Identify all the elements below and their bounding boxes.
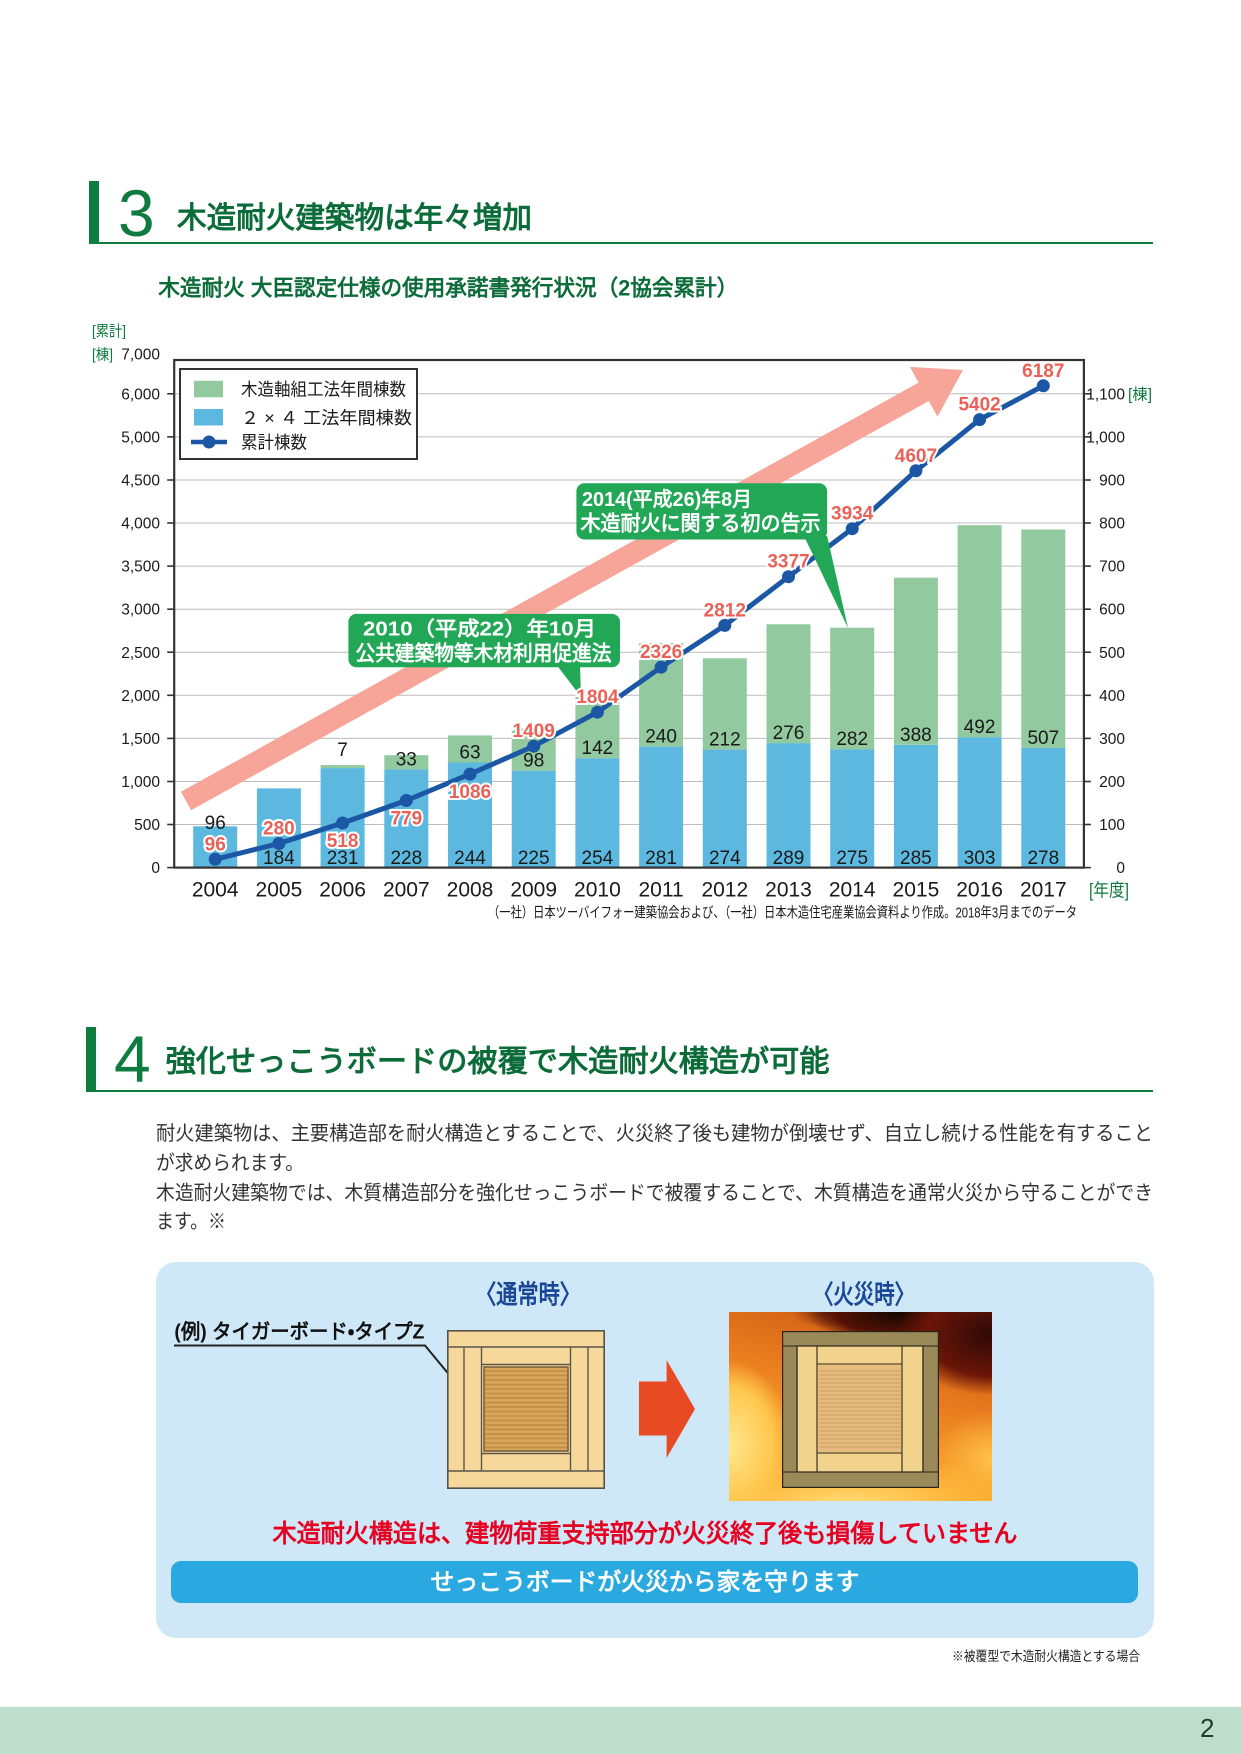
- svg-text:2012: 2012: [701, 879, 748, 902]
- svg-text:2014: 2014: [829, 879, 876, 902]
- svg-text:2005: 2005: [256, 879, 303, 902]
- svg-text:耐火建築物は、主要構造部を耐火構造とすることで、火災終了後も: 耐火建築物は、主要構造部を耐火構造とすることで、火災終了後も建物が倒壊せず、自立…: [156, 1122, 1153, 1145]
- svg-text:0: 0: [1116, 860, 1125, 877]
- svg-text:4,000: 4,000: [121, 516, 160, 533]
- svg-text:184: 184: [263, 848, 295, 869]
- svg-text:507: 507: [1027, 728, 1059, 749]
- svg-text:2017: 2017: [1020, 879, 1067, 902]
- svg-text:303: 303: [964, 848, 996, 869]
- svg-text:4607: 4607: [895, 446, 937, 467]
- svg-text:5,000: 5,000: [121, 429, 160, 446]
- svg-text:254: 254: [582, 848, 614, 869]
- svg-text:4,500: 4,500: [121, 473, 160, 490]
- svg-text:492: 492: [964, 717, 996, 738]
- svg-text:ます。※: ます。※: [156, 1211, 226, 1233]
- svg-text:96: 96: [205, 834, 226, 855]
- svg-text:が求められます。: が求められます。: [156, 1152, 304, 1175]
- svg-text:1409: 1409: [513, 721, 555, 742]
- svg-text:276: 276: [773, 723, 805, 744]
- svg-text:700: 700: [1099, 559, 1125, 576]
- svg-text:240: 240: [645, 727, 677, 748]
- svg-text:※被覆型で木造耐火構造とする場合: ※被覆型で木造耐火構造とする場合: [952, 1649, 1140, 1664]
- svg-text:2812: 2812: [704, 600, 746, 621]
- svg-text:7: 7: [337, 740, 348, 761]
- svg-text:2006: 2006: [319, 879, 366, 902]
- svg-text:33: 33: [396, 749, 417, 770]
- svg-text:（一社）日本ツーバイフォー建築協会および、（一社）日本木造住: （一社）日本ツーバイフォー建築協会および、（一社）日本木造住宅産業協会資料より作…: [488, 904, 1077, 922]
- svg-text:388: 388: [900, 725, 932, 746]
- svg-text:2008: 2008: [447, 879, 494, 902]
- svg-text:800: 800: [1099, 516, 1125, 533]
- svg-text:1,100: 1,100: [1086, 386, 1125, 403]
- svg-text:231: 231: [327, 848, 359, 869]
- svg-text:3377: 3377: [767, 552, 809, 573]
- svg-text:200: 200: [1099, 774, 1125, 791]
- svg-text:282: 282: [836, 729, 868, 750]
- svg-text:280: 280: [263, 819, 295, 840]
- svg-text:２ × ４ 工法年間棟数: ２ × ４ 工法年間棟数: [241, 408, 412, 428]
- svg-text:275: 275: [836, 848, 868, 869]
- svg-text:1,000: 1,000: [121, 774, 160, 791]
- svg-text:0: 0: [151, 860, 160, 877]
- svg-text:2013: 2013: [765, 879, 812, 902]
- svg-text:142: 142: [582, 738, 614, 759]
- svg-text:6187: 6187: [1022, 361, 1064, 382]
- svg-text:2015: 2015: [893, 879, 940, 902]
- svg-text:96: 96: [205, 813, 226, 834]
- svg-text:900: 900: [1099, 473, 1125, 490]
- svg-text:3,000: 3,000: [121, 602, 160, 619]
- svg-text:2326: 2326: [640, 642, 682, 663]
- svg-text:289: 289: [773, 848, 805, 869]
- svg-text:1,500: 1,500: [121, 731, 160, 748]
- svg-text:3,500: 3,500: [121, 559, 160, 576]
- svg-text:400: 400: [1099, 688, 1125, 705]
- svg-text:2,000: 2,000: [121, 688, 160, 705]
- svg-text:2009: 2009: [510, 879, 557, 902]
- svg-text:強化せっこうボードの被覆で木造耐火構造が可能: 強化せっこうボードの被覆で木造耐火構造が可能: [166, 1045, 830, 1079]
- svg-text:6,000: 6,000: [121, 386, 160, 403]
- svg-text:1086: 1086: [449, 782, 491, 803]
- svg-text:63: 63: [459, 743, 480, 764]
- svg-text:212: 212: [709, 730, 741, 751]
- svg-text:2004: 2004: [192, 879, 239, 902]
- svg-text:100: 100: [1099, 817, 1125, 834]
- svg-text:500: 500: [1099, 645, 1125, 662]
- svg-text:600: 600: [1099, 602, 1125, 619]
- svg-text:274: 274: [709, 848, 741, 869]
- svg-text:木造軸組工法年間棟数: 木造軸組工法年間棟数: [241, 380, 406, 400]
- svg-text:累計棟数: 累計棟数: [241, 433, 307, 453]
- svg-text:7,000: 7,000: [121, 347, 160, 364]
- svg-text:500: 500: [134, 817, 160, 834]
- svg-text:518: 518: [327, 831, 359, 852]
- svg-text:225: 225: [518, 848, 550, 869]
- svg-text:1,000: 1,000: [1086, 429, 1125, 446]
- svg-text:278: 278: [1027, 848, 1059, 869]
- svg-text:1804: 1804: [576, 687, 619, 708]
- svg-text:木造耐火建築物は年々増加: 木造耐火建築物は年々増加: [176, 201, 532, 235]
- svg-text:3934: 3934: [831, 504, 874, 525]
- svg-text:2010: 2010: [574, 879, 621, 902]
- svg-text:2011: 2011: [639, 879, 684, 902]
- svg-text:228: 228: [390, 848, 422, 869]
- svg-text:5402: 5402: [958, 395, 1000, 416]
- svg-text:木造耐火 大臣認定仕様の使用承諾書発行状況（2協会累計）: 木造耐火 大臣認定仕様の使用承諾書発行状況（2協会累計）: [157, 276, 738, 301]
- svg-text:[棟]: [棟]: [1128, 385, 1152, 403]
- svg-text:300: 300: [1099, 731, 1125, 748]
- svg-text:2010（平成22）年10月: 2010（平成22）年10月: [363, 616, 596, 640]
- svg-text:2016: 2016: [956, 879, 1003, 902]
- svg-text:285: 285: [900, 848, 932, 869]
- svg-text:2,500: 2,500: [121, 645, 160, 662]
- svg-text:公共建築物等木材利用促進法: 公共建築物等木材利用促進法: [356, 642, 612, 666]
- svg-text:木造耐火に関する初の告示: 木造耐火に関する初の告示: [580, 512, 821, 536]
- svg-text:244: 244: [454, 848, 486, 869]
- svg-text:[累計]: [累計]: [92, 323, 126, 340]
- svg-text:779: 779: [390, 809, 422, 830]
- svg-text:[棟]: [棟]: [92, 347, 113, 364]
- svg-text:[年度]: [年度]: [1089, 881, 1129, 901]
- svg-text:木造耐火建築物では、木質構造部分を強化せっこうボードで被覆す: 木造耐火建築物では、木質構造部分を強化せっこうボードで被覆することで、木質構造を…: [156, 1182, 1153, 1205]
- svg-text:98: 98: [523, 751, 544, 772]
- svg-text:281: 281: [645, 848, 677, 869]
- svg-text:2014(平成26)年8月: 2014(平成26)年8月: [582, 487, 752, 511]
- svg-text:2007: 2007: [383, 879, 430, 902]
